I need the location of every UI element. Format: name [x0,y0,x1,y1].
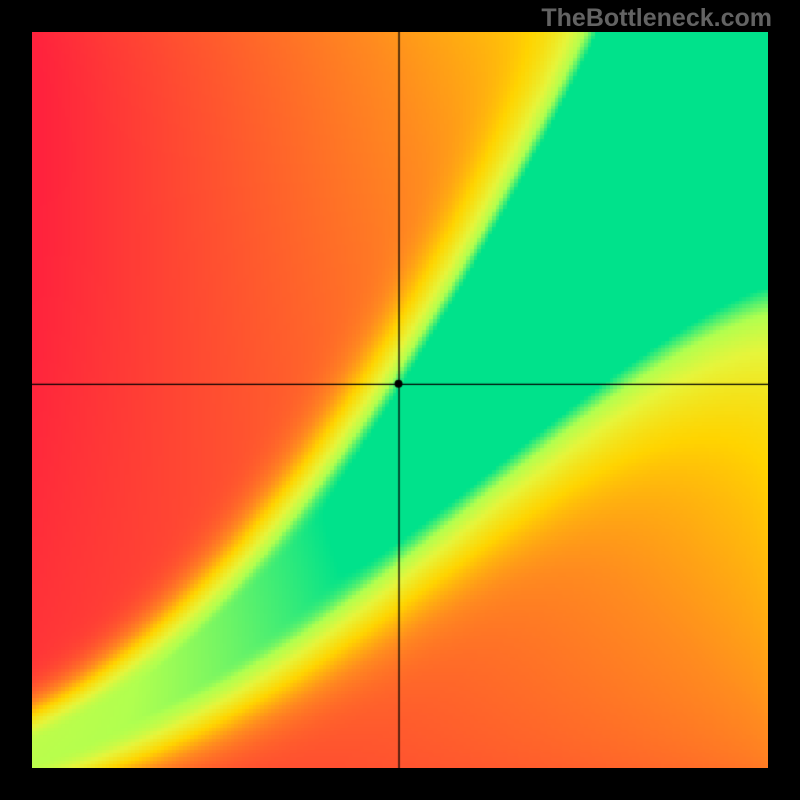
plot-area [32,32,768,768]
chart-frame: TheBottleneck.com [0,0,800,800]
crosshair-overlay [32,32,768,768]
watermark-text: TheBottleneck.com [541,4,772,33]
